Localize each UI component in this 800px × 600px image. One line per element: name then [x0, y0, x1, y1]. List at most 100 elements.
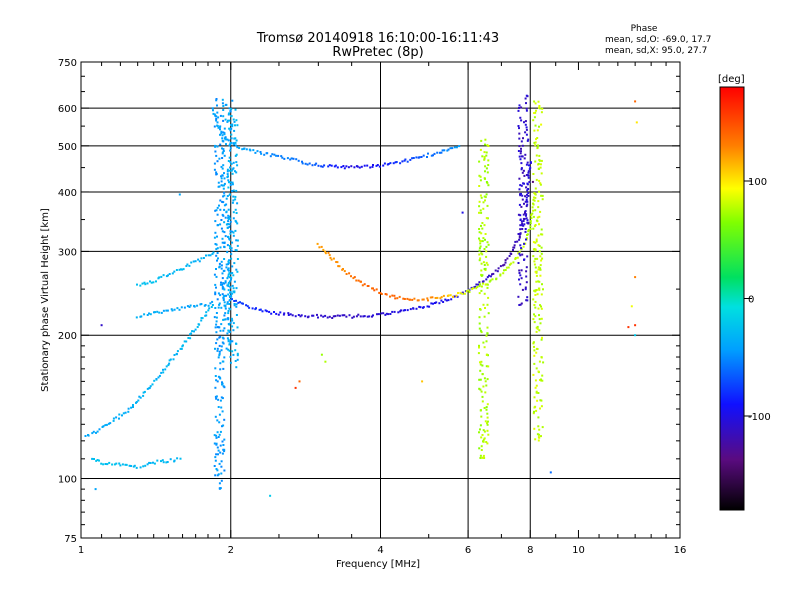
- data-point: [513, 244, 516, 247]
- data-point: [217, 181, 220, 184]
- data-point: [248, 306, 251, 309]
- data-point: [214, 231, 217, 234]
- data-point: [229, 361, 232, 364]
- x-tick-label: 4: [377, 545, 383, 556]
- data-point: [541, 374, 544, 377]
- data-point: [402, 297, 405, 300]
- data-point: [217, 473, 220, 476]
- data-point: [231, 350, 234, 353]
- data-point: [226, 268, 229, 271]
- data-point: [528, 181, 531, 183]
- data-point: [178, 193, 181, 196]
- data-point: [533, 406, 536, 409]
- data-point: [328, 164, 331, 167]
- data-point: [486, 442, 489, 445]
- data-point: [487, 145, 490, 147]
- data-point: [228, 330, 231, 333]
- data-point: [525, 238, 527, 241]
- data-point: [538, 433, 540, 436]
- data-point: [526, 139, 529, 142]
- data-point: [524, 153, 527, 156]
- data-point: [190, 332, 193, 335]
- data-point: [345, 165, 348, 168]
- data-point: [229, 286, 232, 289]
- data-point: [226, 226, 229, 229]
- data-point: [215, 119, 218, 122]
- data-point: [520, 155, 523, 158]
- data-point: [527, 194, 530, 197]
- data-point: [196, 304, 199, 307]
- data-point: [221, 134, 224, 137]
- data-point: [519, 254, 522, 257]
- data-point: [236, 239, 239, 242]
- data-point: [484, 143, 486, 146]
- data-point: [223, 301, 226, 304]
- data-point: [215, 397, 218, 400]
- data-point: [222, 115, 225, 118]
- data-point: [209, 302, 212, 305]
- data-point: [540, 305, 542, 308]
- data-point: [533, 354, 536, 357]
- data-point: [222, 318, 225, 321]
- data-point: [483, 437, 486, 440]
- data-point: [534, 141, 537, 144]
- data-point: [200, 303, 203, 305]
- data-point: [521, 194, 524, 197]
- data-point: [478, 231, 481, 234]
- data-point: [219, 444, 222, 447]
- data-point: [234, 349, 237, 352]
- data-point: [536, 129, 539, 132]
- data-point: [224, 136, 227, 139]
- data-point: [190, 261, 193, 264]
- data-point: [210, 306, 213, 308]
- data-point: [220, 406, 223, 409]
- data-point: [478, 346, 480, 349]
- data-point: [483, 155, 486, 158]
- data-point: [520, 220, 523, 223]
- data-point: [170, 308, 173, 311]
- data-point: [435, 301, 438, 304]
- data-point: [226, 138, 229, 141]
- data-point: [191, 330, 194, 333]
- data-point: [520, 147, 522, 150]
- data-point: [218, 413, 221, 416]
- data-point: [537, 425, 540, 428]
- data-point: [214, 209, 217, 212]
- data-point: [537, 416, 540, 419]
- data-point: [221, 102, 224, 105]
- data-point: [485, 278, 488, 281]
- data-point: [486, 276, 489, 279]
- data-point: [220, 267, 223, 270]
- data-point: [532, 202, 534, 205]
- data-point: [491, 273, 493, 276]
- data-point: [400, 309, 402, 312]
- data-point: [338, 314, 341, 317]
- data-point: [527, 192, 530, 194]
- data-point: [525, 102, 527, 105]
- data-point: [222, 105, 225, 107]
- data-point: [220, 479, 223, 482]
- data-point: [519, 116, 522, 119]
- data-point: [328, 254, 331, 257]
- data-point: [372, 164, 374, 166]
- data-point: [537, 268, 540, 271]
- data-point: [216, 213, 219, 216]
- data-point: [479, 363, 482, 366]
- data-point: [495, 277, 498, 280]
- data-point: [225, 143, 227, 146]
- data-point: [359, 315, 362, 318]
- data-point: [124, 411, 127, 414]
- data-point: [218, 487, 221, 490]
- data-point: [526, 193, 528, 196]
- data-point: [229, 129, 232, 132]
- data-point: [443, 149, 446, 152]
- data-point: [282, 313, 285, 316]
- data-point: [537, 200, 540, 203]
- data-point: [360, 280, 362, 283]
- data-point: [220, 175, 222, 178]
- data-point: [235, 139, 238, 142]
- data-point: [449, 294, 452, 297]
- data-point: [478, 211, 480, 214]
- data-point: [328, 315, 331, 318]
- data-point: [482, 429, 485, 432]
